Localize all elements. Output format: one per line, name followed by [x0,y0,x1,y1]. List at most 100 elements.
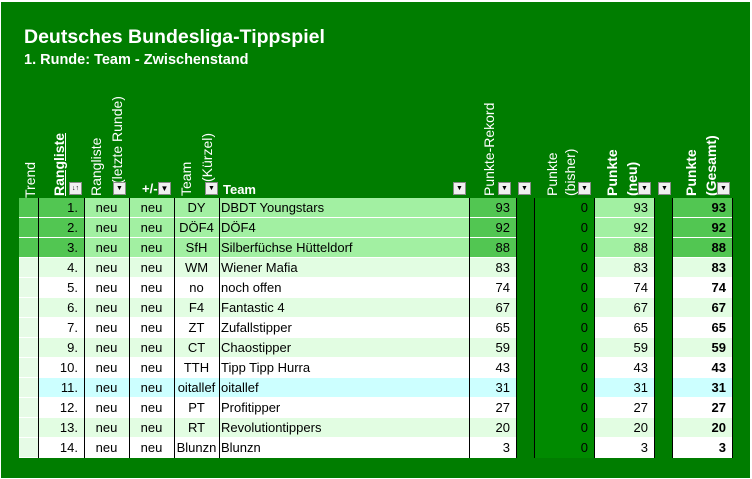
punkte-neu-cell[interactable]: 31 [594,378,654,398]
previous-rank-cell[interactable]: neu [84,298,129,318]
punkte-bisher-cell[interactable]: 0 [534,278,594,298]
team-abbr-cell[interactable]: PT [174,398,219,418]
plusminus-cell[interactable]: neu [129,318,174,338]
punkte-gesamt-cell[interactable]: 74 [672,278,732,298]
punkte-bisher-cell[interactable]: 0 [534,418,594,438]
team-name-cell[interactable]: Wiener Mafia [219,258,469,278]
plusminus-cell[interactable]: neu [129,218,174,238]
team-abbr-cell[interactable]: DÖF4 [174,218,219,238]
plusminus-cell[interactable]: neu [129,238,174,258]
team-abbr-cell[interactable]: oitallef [174,378,219,398]
team-name-cell[interactable]: DBDT Youngstars [219,198,469,218]
punkte-gesamt-cell[interactable]: 31 [672,378,732,398]
trend-cell[interactable] [19,318,38,338]
trend-cell[interactable] [19,218,38,238]
previous-rank-cell[interactable]: neu [84,258,129,278]
trend-cell[interactable] [19,198,38,218]
trend-cell[interactable] [19,418,38,438]
punkte-gesamt-cell[interactable]: 93 [672,198,732,218]
team-abbr-cell[interactable]: DY [174,198,219,218]
punkte-neu-cell[interactable]: 65 [594,318,654,338]
team-name-cell[interactable]: DÖF4 [219,218,469,238]
team-abbr-cell[interactable]: SfH [174,238,219,258]
punkte-bisher-cell[interactable]: 0 [534,338,594,358]
team-name-cell[interactable]: Fantastic 4 [219,298,469,318]
filter-icon[interactable]: ▼ [158,182,171,195]
punkte-rekord-cell[interactable]: 83 [469,258,516,278]
dropdown-arrow-icon[interactable]: ▼ [453,182,466,195]
punkte-gesamt-cell[interactable]: 43 [672,358,732,378]
punkte-rekord-cell[interactable]: 43 [469,358,516,378]
rank-cell[interactable]: 2. [38,218,84,238]
rank-cell[interactable]: 12. [38,398,84,418]
rank-cell[interactable]: 10. [38,358,84,378]
punkte-bisher-cell[interactable]: 0 [534,298,594,318]
dropdown-arrow-icon[interactable]: ▼ [578,182,591,195]
trend-cell[interactable] [19,398,38,418]
trend-cell[interactable] [19,238,38,258]
rank-cell[interactable]: 11. [38,378,84,398]
plusminus-cell[interactable]: neu [129,338,174,358]
dropdown-arrow-icon[interactable]: ▼ [498,182,511,195]
plusminus-cell[interactable]: neu [129,298,174,318]
plusminus-cell[interactable]: neu [129,278,174,298]
dropdown-arrow-icon[interactable]: ▼ [638,182,651,195]
punkte-bisher-cell[interactable]: 0 [534,258,594,278]
dropdown-arrow-icon[interactable]: ▼ [205,182,218,195]
trend-cell[interactable] [19,358,38,378]
punkte-gesamt-cell[interactable]: 65 [672,318,732,338]
punkte-bisher-cell[interactable]: 0 [534,198,594,218]
previous-rank-cell[interactable]: neu [84,198,129,218]
team-name-cell[interactable]: Blunzn [219,438,469,458]
punkte-rekord-cell[interactable]: 88 [469,238,516,258]
punkte-bisher-cell[interactable]: 0 [534,358,594,378]
plusminus-cell[interactable]: neu [129,378,174,398]
trend-cell[interactable] [19,298,38,318]
previous-rank-cell[interactable]: neu [84,238,129,258]
plusminus-cell[interactable]: neu [129,398,174,418]
plusminus-cell[interactable]: neu [129,258,174,278]
dropdown-arrow-icon[interactable]: ▼ [113,182,126,195]
punkte-bisher-cell[interactable]: 0 [534,318,594,338]
punkte-bisher-cell[interactable]: 0 [534,378,594,398]
punkte-rekord-cell[interactable]: 20 [469,418,516,438]
punkte-rekord-cell[interactable]: 59 [469,338,516,358]
team-name-cell[interactable]: Tipp Tipp Hurra [219,358,469,378]
previous-rank-cell[interactable]: neu [84,218,129,238]
punkte-gesamt-cell[interactable]: 92 [672,218,732,238]
previous-rank-cell[interactable]: neu [84,378,129,398]
dropdown-arrow-icon[interactable]: ▼ [658,182,671,195]
trend-cell[interactable] [19,278,38,298]
plusminus-cell[interactable]: neu [129,198,174,218]
previous-rank-cell[interactable]: neu [84,398,129,418]
punkte-gesamt-cell[interactable]: 83 [672,258,732,278]
team-name-cell[interactable]: Silberfüchse Hütteldorf [219,238,469,258]
punkte-gesamt-cell[interactable]: 67 [672,298,732,318]
team-abbr-cell[interactable]: RT [174,418,219,438]
rank-cell[interactable]: 5. [38,278,84,298]
trend-cell[interactable] [19,438,38,458]
sort-ascending-icon[interactable]: ↓↑ [69,182,82,195]
team-abbr-cell[interactable]: no [174,278,219,298]
punkte-rekord-cell[interactable]: 27 [469,398,516,418]
previous-rank-cell[interactable]: neu [84,358,129,378]
trend-cell[interactable] [19,338,38,358]
punkte-neu-cell[interactable]: 43 [594,358,654,378]
previous-rank-cell[interactable]: neu [84,278,129,298]
punkte-bisher-cell[interactable]: 0 [534,438,594,458]
punkte-rekord-cell[interactable]: 65 [469,318,516,338]
team-abbr-cell[interactable]: Blunzn [174,438,219,458]
team-name-cell[interactable]: Profitipper [219,398,469,418]
rank-cell[interactable]: 7. [38,318,84,338]
team-abbr-cell[interactable]: WM [174,258,219,278]
punkte-rekord-cell[interactable]: 31 [469,378,516,398]
punkte-rekord-cell[interactable]: 67 [469,298,516,318]
punkte-bisher-cell[interactable]: 0 [534,398,594,418]
punkte-gesamt-cell[interactable]: 27 [672,398,732,418]
punkte-rekord-cell[interactable]: 93 [469,198,516,218]
punkte-bisher-cell[interactable]: 0 [534,238,594,258]
punkte-gesamt-cell[interactable]: 59 [672,338,732,358]
team-name-cell[interactable]: Revolutiontippers [219,418,469,438]
trend-cell[interactable] [19,378,38,398]
punkte-gesamt-cell[interactable]: 3 [672,438,732,458]
